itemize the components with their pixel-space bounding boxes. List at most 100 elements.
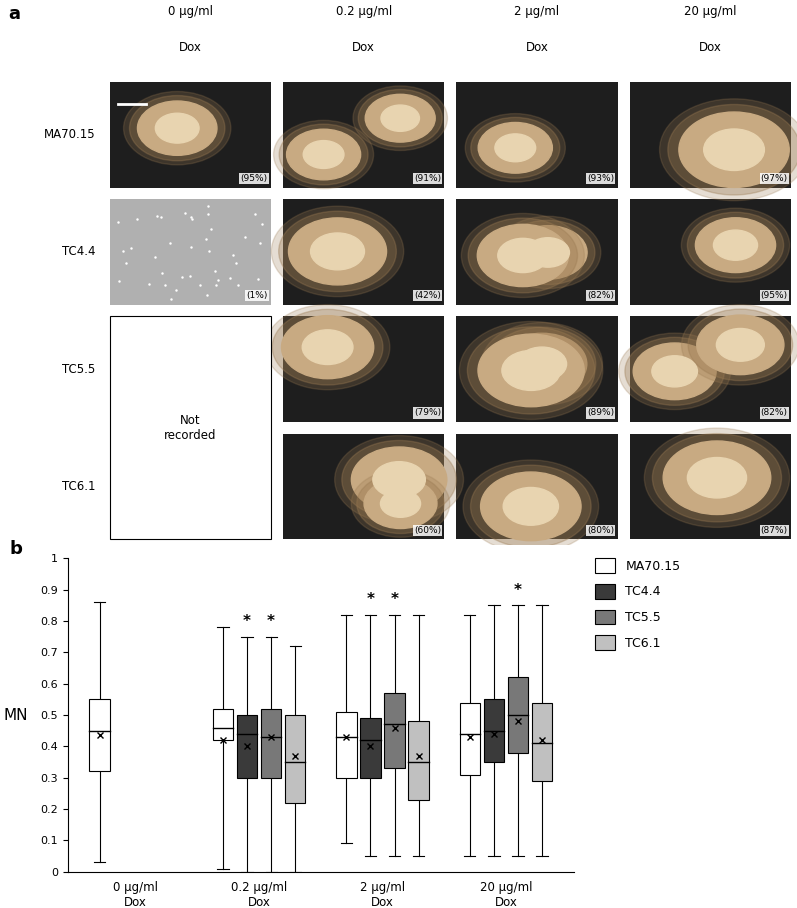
Circle shape [335, 436, 464, 524]
Circle shape [618, 333, 731, 410]
Circle shape [365, 94, 435, 143]
Text: *: * [367, 592, 375, 607]
Bar [630, 82, 791, 188]
Circle shape [508, 226, 587, 280]
Circle shape [625, 338, 724, 405]
Circle shape [481, 322, 603, 405]
Circle shape [652, 356, 697, 387]
Circle shape [687, 458, 747, 498]
Bar [283, 199, 444, 305]
Text: Not
recorded: Not recorded [164, 414, 217, 441]
Circle shape [470, 465, 591, 548]
Y-axis label: MN: MN [3, 707, 28, 723]
Bar [460, 703, 480, 775]
Text: (82%): (82%) [587, 291, 614, 301]
Circle shape [303, 141, 344, 169]
Circle shape [497, 333, 587, 395]
Text: (87%): (87%) [760, 526, 787, 535]
Text: (95%): (95%) [241, 174, 268, 183]
Text: *: * [267, 614, 275, 629]
Circle shape [713, 230, 758, 261]
Bar [213, 709, 234, 740]
Circle shape [717, 329, 764, 361]
Text: *: * [243, 614, 251, 629]
Circle shape [663, 441, 771, 515]
Text: (95%): (95%) [760, 291, 787, 301]
Circle shape [517, 347, 567, 380]
Bar [384, 693, 405, 768]
Circle shape [373, 461, 426, 498]
Text: Dox: Dox [179, 41, 202, 54]
Circle shape [381, 105, 419, 132]
Bar [110, 199, 271, 305]
Text: (82%): (82%) [761, 409, 787, 418]
Bar [457, 82, 618, 188]
Circle shape [503, 488, 559, 525]
Text: 0.2 μg/ml: 0.2 μg/ml [336, 5, 392, 18]
Circle shape [342, 440, 457, 518]
Circle shape [265, 304, 390, 390]
Bar [336, 712, 356, 777]
Circle shape [465, 114, 565, 182]
Bar [283, 82, 444, 188]
Circle shape [281, 316, 374, 379]
Circle shape [271, 206, 404, 297]
Circle shape [467, 327, 595, 414]
Bar [457, 316, 618, 422]
Text: (93%): (93%) [587, 174, 614, 183]
Bar [508, 677, 528, 753]
Circle shape [478, 334, 584, 407]
Circle shape [130, 95, 225, 161]
Bar [484, 699, 504, 762]
Bar [360, 718, 381, 777]
Circle shape [459, 321, 603, 419]
Text: *: * [514, 583, 522, 597]
Circle shape [380, 490, 421, 518]
Bar [285, 716, 305, 803]
Circle shape [488, 327, 596, 400]
Circle shape [273, 310, 383, 385]
Circle shape [279, 212, 396, 291]
Text: 20 μg/ml: 20 μg/ml [684, 5, 736, 18]
Circle shape [287, 129, 360, 180]
Text: (89%): (89%) [587, 409, 614, 418]
Circle shape [687, 212, 783, 278]
Text: b: b [10, 540, 22, 558]
Circle shape [273, 121, 374, 189]
Bar [408, 721, 429, 800]
Text: Dox: Dox [352, 41, 375, 54]
Circle shape [495, 216, 601, 289]
Bar [457, 433, 618, 539]
Bar [237, 716, 257, 777]
Circle shape [155, 114, 199, 143]
Bar [630, 433, 791, 539]
Circle shape [696, 218, 775, 272]
Text: MA70.15: MA70.15 [44, 128, 96, 142]
Bar [110, 316, 271, 539]
Bar [630, 316, 791, 422]
Circle shape [364, 479, 437, 528]
Bar [261, 709, 281, 777]
Circle shape [681, 208, 790, 282]
Text: (1%): (1%) [246, 291, 268, 301]
Circle shape [302, 330, 353, 364]
Bar [532, 703, 552, 781]
Circle shape [653, 434, 782, 522]
Circle shape [477, 224, 568, 287]
Circle shape [644, 428, 790, 528]
Circle shape [463, 460, 599, 553]
Circle shape [668, 104, 797, 195]
Text: (42%): (42%) [414, 291, 441, 301]
Text: a: a [8, 5, 20, 24]
Circle shape [704, 129, 764, 171]
Circle shape [351, 447, 447, 512]
Circle shape [289, 218, 387, 285]
Bar [630, 199, 791, 305]
Bar [283, 433, 444, 539]
Circle shape [688, 309, 793, 380]
Text: 0 μg/ml: 0 μg/ml [168, 5, 213, 18]
Circle shape [468, 218, 578, 293]
Bar [283, 316, 444, 422]
Text: (97%): (97%) [760, 174, 787, 183]
Circle shape [681, 305, 797, 385]
